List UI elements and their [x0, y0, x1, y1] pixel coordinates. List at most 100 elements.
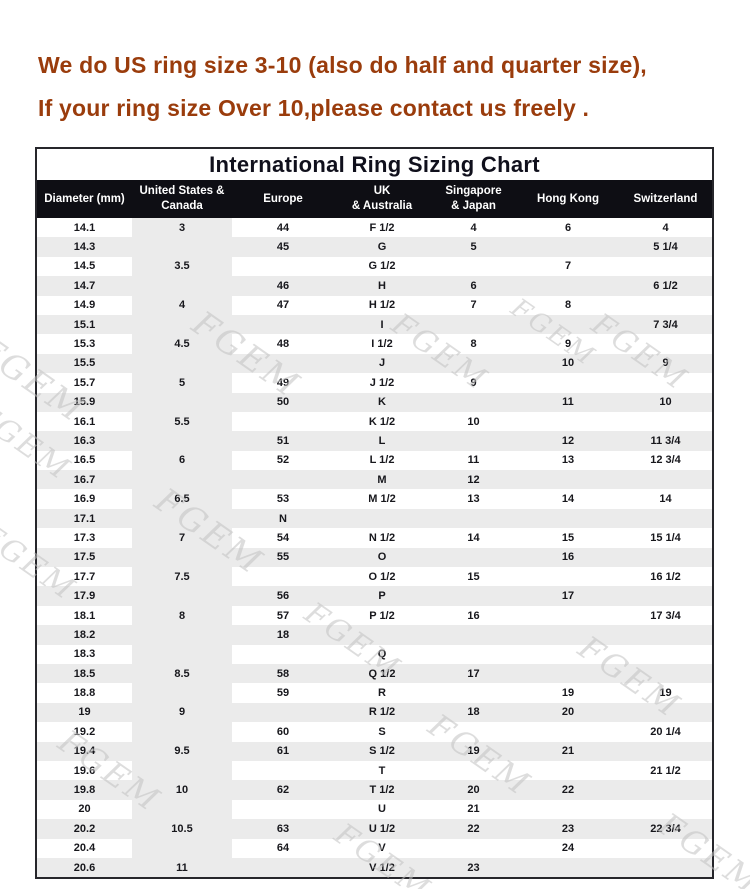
cell — [619, 334, 712, 353]
cell: 20 — [78, 803, 91, 816]
cell: 57 — [276, 609, 290, 622]
cell: 14.9 — [73, 299, 96, 312]
cell — [232, 645, 334, 664]
cell: 10 — [467, 415, 480, 428]
cell: 15 1/4 — [650, 531, 681, 544]
cell — [430, 508, 517, 529]
cell: P — [334, 586, 430, 606]
cell: 14.1 — [73, 221, 96, 234]
table-row: 16.1 5.5 K 1/2 10 — [37, 411, 712, 432]
cell: N 1/2 — [368, 531, 396, 544]
cell: P 1/2 — [369, 609, 395, 622]
cell: 17.9 — [37, 586, 132, 606]
cell: 8.5 — [132, 663, 232, 684]
cell — [517, 625, 619, 645]
cell: 3 — [132, 218, 232, 238]
cell: 20.2 — [37, 819, 132, 839]
cell: 15.3 — [73, 338, 96, 351]
table-row: 19.4 9.5 61 S 1/2 19 21 — [37, 741, 712, 761]
cell: 58 — [232, 663, 334, 684]
cell — [132, 799, 232, 820]
cell — [619, 857, 712, 878]
cell: 18.3 — [73, 648, 96, 661]
cell: 23 — [517, 819, 619, 839]
table-row: 18.8 59 R 19 19 — [37, 683, 712, 703]
cell: Q — [377, 648, 387, 661]
cell: N — [232, 508, 334, 529]
cell — [517, 606, 619, 625]
cell — [517, 857, 619, 878]
column-header: Switzerland — [619, 180, 712, 218]
table-row: 16.9 6.5 53 M 1/2 13 14 14 — [37, 489, 712, 509]
cell — [517, 314, 619, 335]
cell — [232, 257, 334, 276]
cell: 16 — [467, 609, 480, 622]
cell: 4.5 — [132, 334, 232, 354]
cell: V 1/2 — [334, 857, 430, 878]
cell — [132, 547, 232, 568]
cell: 14.7 — [37, 276, 132, 296]
table-row: 16.7 M 12 — [37, 470, 712, 490]
cell: O — [334, 547, 430, 568]
cell: U — [378, 803, 386, 816]
cell: 7.5 — [132, 567, 232, 587]
table-row: 15.5 J 10 9 — [37, 353, 712, 374]
cell: 17 3/4 — [650, 609, 681, 622]
table-row: 17.1 N — [37, 508, 712, 529]
cell: 23 — [430, 857, 517, 878]
cell — [334, 508, 430, 529]
cell — [430, 392, 517, 412]
cell: V — [378, 842, 386, 855]
cell: 14.3 — [37, 237, 132, 257]
cell: 8 — [564, 299, 572, 312]
cell: 19 — [561, 687, 575, 700]
cell: 19.8 — [37, 780, 132, 800]
cell — [132, 353, 232, 374]
cell — [132, 838, 232, 858]
cell: 17 — [430, 663, 517, 684]
cell: 16 — [517, 547, 619, 568]
cell — [132, 392, 232, 412]
table-row: 15.3 4.5 48 I 1/2 8 9 — [37, 334, 712, 354]
cell — [430, 586, 517, 606]
cell: S — [378, 725, 386, 738]
column-header: Diameter (mm) — [37, 180, 132, 218]
column-header: Hong Kong — [517, 180, 619, 218]
cell: 49 — [276, 376, 290, 389]
cell — [430, 314, 517, 335]
cell — [430, 645, 517, 664]
column-header: United States & Canada — [132, 180, 232, 218]
cell: 15.9 — [37, 392, 132, 412]
cell: 12 3/4 — [650, 454, 681, 467]
cell: 16.3 — [37, 431, 132, 451]
column-header: Singapore & Japan — [430, 180, 517, 218]
cell: 12 — [430, 470, 517, 490]
cell: 19 — [37, 702, 132, 723]
cell: 48 — [276, 338, 290, 351]
table-row: 18.5 8.5 58 Q 1/2 17 — [37, 663, 712, 684]
cell: 18.1 — [73, 609, 96, 622]
cell — [232, 470, 334, 490]
cell — [430, 722, 517, 741]
cell: 16.7 — [37, 470, 132, 490]
cell — [132, 722, 232, 742]
cell: 47 — [276, 299, 290, 312]
cell: 51 — [232, 431, 334, 451]
table-row: 19.6 T 21 1/2 — [37, 760, 712, 781]
cell: 5 — [132, 373, 232, 393]
chart-title: International Ring Sizing Chart — [37, 149, 712, 180]
cell: 59 — [276, 687, 290, 700]
cell: 53 — [276, 493, 290, 506]
cell: 14.5 — [73, 260, 96, 273]
cell: L 1/2 — [369, 454, 395, 467]
cell — [132, 625, 232, 645]
cell: 19 — [659, 687, 672, 700]
cell — [232, 314, 334, 335]
cell — [619, 780, 712, 800]
cell: 19.2 — [73, 725, 96, 738]
cell: 22 3/4 — [619, 819, 712, 839]
cell: 20.6 — [37, 857, 132, 878]
cell: 14 — [659, 493, 672, 506]
cell — [232, 702, 334, 723]
cell: 24 — [561, 842, 575, 855]
